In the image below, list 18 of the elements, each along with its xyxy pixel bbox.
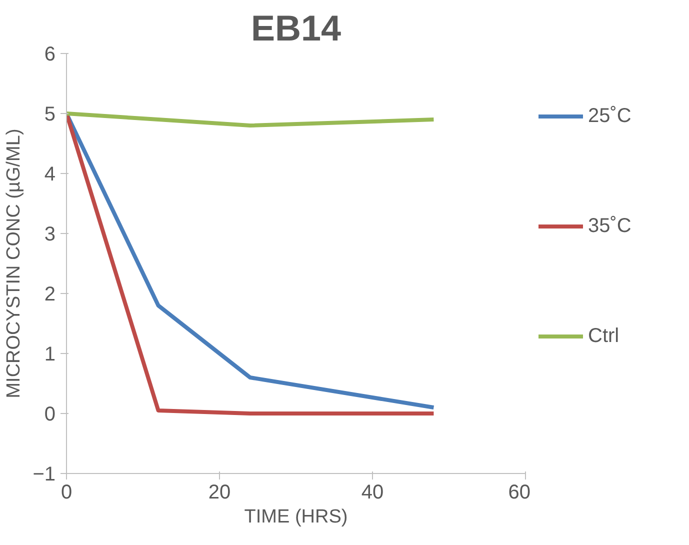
- y-tick-label: 2: [44, 284, 56, 306]
- x-tick-label: 20: [208, 482, 231, 504]
- y-tick-label: 0: [44, 404, 56, 426]
- x-tick-label: 0: [60, 482, 72, 504]
- y-tick-label: 3: [44, 224, 56, 246]
- y-tick-label: −1: [32, 464, 56, 486]
- x-tick-label: 40: [361, 482, 384, 504]
- x-tick-label: 60: [508, 482, 531, 504]
- x-axis-title: TIME (HRS): [244, 506, 348, 528]
- legend-label: Ctrl: [588, 324, 620, 348]
- y-axis-title: MICROCYSTIN CONC (µG/ML): [4, 128, 25, 398]
- y-tick-label: 1: [44, 344, 56, 366]
- legend-label: 35˚C: [588, 214, 632, 238]
- y-tick-label: 6: [44, 44, 56, 66]
- y-tick-label: 5: [44, 104, 56, 126]
- legend-label: 25˚C: [588, 104, 632, 128]
- y-tick-label: 4: [44, 164, 56, 186]
- chart-title: EB14: [250, 8, 342, 48]
